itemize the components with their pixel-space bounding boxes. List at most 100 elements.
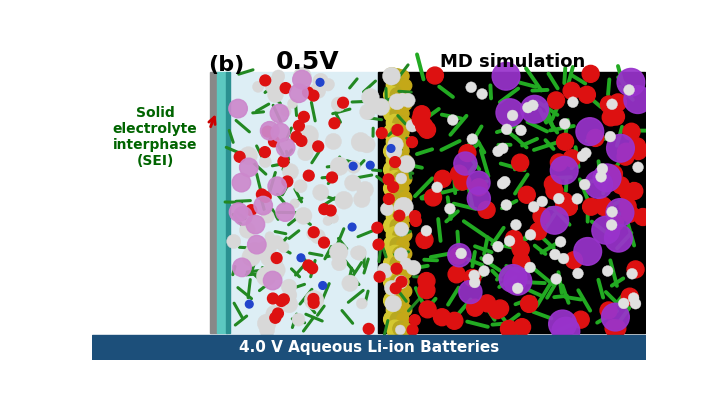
- Circle shape: [395, 325, 405, 335]
- Circle shape: [387, 170, 403, 187]
- Circle shape: [612, 177, 629, 194]
- Circle shape: [256, 189, 267, 200]
- Circle shape: [261, 122, 279, 140]
- Circle shape: [400, 117, 412, 129]
- Circle shape: [572, 194, 582, 204]
- Circle shape: [605, 320, 622, 337]
- Bar: [217, 72, 228, 333]
- Circle shape: [261, 210, 274, 223]
- Circle shape: [597, 164, 608, 174]
- Circle shape: [626, 268, 637, 279]
- Circle shape: [446, 312, 463, 329]
- Circle shape: [264, 324, 274, 333]
- Circle shape: [397, 89, 409, 101]
- Circle shape: [418, 121, 436, 138]
- Circle shape: [387, 301, 403, 318]
- Circle shape: [390, 312, 405, 326]
- Circle shape: [392, 124, 402, 135]
- Circle shape: [551, 274, 562, 284]
- Circle shape: [397, 201, 409, 213]
- Circle shape: [390, 283, 401, 294]
- Circle shape: [412, 110, 429, 127]
- Circle shape: [271, 123, 289, 142]
- Circle shape: [557, 133, 574, 150]
- Circle shape: [456, 248, 467, 259]
- Circle shape: [328, 213, 338, 223]
- Circle shape: [384, 180, 400, 197]
- Circle shape: [261, 248, 279, 267]
- Circle shape: [585, 170, 613, 198]
- Circle shape: [390, 144, 405, 158]
- Circle shape: [384, 280, 400, 295]
- Circle shape: [580, 148, 591, 158]
- Circle shape: [512, 154, 528, 171]
- Circle shape: [624, 86, 652, 114]
- Circle shape: [342, 275, 359, 292]
- Circle shape: [521, 95, 549, 123]
- Circle shape: [390, 125, 405, 140]
- Circle shape: [276, 138, 295, 157]
- Circle shape: [400, 304, 412, 316]
- Circle shape: [393, 303, 408, 317]
- Circle shape: [582, 198, 600, 215]
- Circle shape: [395, 222, 409, 236]
- Circle shape: [525, 229, 536, 240]
- Circle shape: [459, 145, 476, 162]
- Circle shape: [400, 154, 412, 166]
- Circle shape: [281, 296, 297, 313]
- Circle shape: [387, 145, 395, 152]
- Circle shape: [391, 263, 402, 274]
- Circle shape: [297, 254, 305, 262]
- Circle shape: [626, 183, 643, 200]
- Circle shape: [397, 220, 409, 232]
- Circle shape: [354, 191, 370, 208]
- Circle shape: [287, 99, 297, 108]
- Circle shape: [387, 133, 403, 150]
- Circle shape: [387, 320, 403, 337]
- Circle shape: [432, 182, 443, 193]
- Circle shape: [293, 70, 311, 89]
- Circle shape: [266, 305, 283, 322]
- Circle shape: [361, 88, 379, 106]
- Circle shape: [397, 93, 408, 103]
- Circle shape: [364, 324, 374, 334]
- Circle shape: [292, 313, 305, 326]
- Circle shape: [359, 136, 375, 153]
- Circle shape: [273, 270, 283, 280]
- Circle shape: [477, 88, 487, 99]
- Circle shape: [425, 189, 441, 206]
- Circle shape: [582, 65, 599, 82]
- Circle shape: [618, 298, 629, 309]
- Circle shape: [516, 125, 526, 136]
- Circle shape: [387, 152, 403, 169]
- Circle shape: [507, 110, 518, 121]
- Circle shape: [400, 258, 412, 269]
- Circle shape: [555, 236, 566, 247]
- Circle shape: [630, 298, 641, 309]
- Circle shape: [530, 223, 546, 240]
- Circle shape: [617, 148, 634, 165]
- Circle shape: [260, 323, 274, 338]
- Circle shape: [279, 294, 289, 305]
- Circle shape: [312, 184, 329, 200]
- Circle shape: [384, 292, 400, 309]
- Circle shape: [418, 273, 435, 290]
- Circle shape: [512, 241, 529, 258]
- Circle shape: [467, 187, 490, 210]
- Circle shape: [633, 162, 644, 173]
- Circle shape: [397, 257, 409, 269]
- Circle shape: [349, 162, 357, 170]
- Circle shape: [265, 231, 274, 241]
- Circle shape: [419, 301, 436, 318]
- Circle shape: [390, 157, 400, 167]
- Circle shape: [426, 67, 444, 84]
- Circle shape: [387, 182, 398, 192]
- Circle shape: [390, 293, 405, 308]
- Circle shape: [257, 314, 276, 333]
- Circle shape: [606, 219, 617, 230]
- Circle shape: [268, 87, 284, 103]
- Circle shape: [344, 175, 361, 191]
- Circle shape: [393, 97, 408, 112]
- Circle shape: [294, 120, 305, 131]
- Circle shape: [393, 172, 408, 186]
